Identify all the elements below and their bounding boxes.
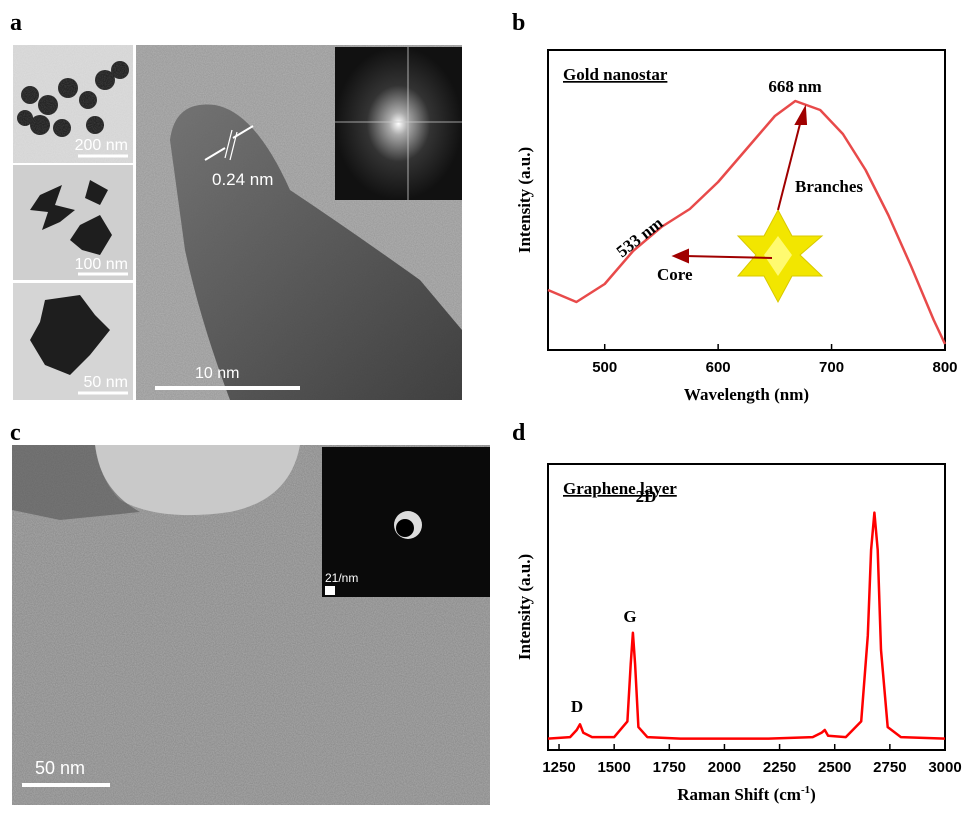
scale-label: 21/nm — [325, 571, 358, 585]
x-tick-label: 600 — [706, 359, 731, 376]
plot-frame — [548, 50, 945, 350]
annotation-title: Graphene layer — [563, 479, 677, 498]
panel-label: a — [10, 10, 22, 36]
x-tick-label: 500 — [592, 359, 617, 376]
tem-image-c — [12, 445, 490, 805]
annotation: Branches — [795, 177, 863, 196]
x-tick-label: 2750 — [873, 759, 906, 776]
hrtem-image — [136, 45, 462, 400]
tem-small-images — [13, 45, 133, 400]
y-axis-label: Intensity (a.u.) — [515, 554, 534, 660]
x-axis-label-sup: -1 — [801, 784, 810, 796]
x-tick-label: 1500 — [597, 759, 630, 776]
x-tick-label: 700 — [819, 359, 844, 376]
x-axis-label: Raman Shift (cm-1) — [677, 784, 816, 804]
panel-label: c — [10, 420, 21, 446]
x-axis-label-end: ) — [810, 785, 816, 804]
annotation: Core — [657, 265, 693, 284]
scale-label: 50 nm — [84, 374, 128, 391]
peak-label: G — [623, 607, 636, 626]
annotation: 533 nm — [613, 213, 667, 261]
x-tick-label: 2500 — [818, 759, 851, 776]
peak-label: D — [571, 697, 583, 716]
x-axis-label-main: Raman Shift (cm — [677, 785, 801, 804]
lattice-label: 0.24 nm — [212, 170, 273, 189]
panel-label: b — [512, 10, 525, 36]
x-axis-label: Wavelength (nm) — [684, 385, 809, 404]
figure: a b c d 200 nm 100 nm 50 nm 10 nm 0.24 nm 21/nm 50… — [0, 0, 962, 819]
x-tick-label: 800 — [932, 359, 957, 376]
scale-label: 10 nm — [195, 365, 239, 382]
scale-label: 100 nm — [75, 256, 128, 273]
scale-label: 200 nm — [75, 137, 128, 154]
x-tick-label: 2250 — [763, 759, 796, 776]
x-tick-label: 2000 — [708, 759, 741, 776]
nanostar-icon — [738, 210, 822, 302]
x-tick-label: 3000 — [928, 759, 961, 776]
y-axis-label: Intensity (a.u.) — [515, 147, 534, 253]
data-line — [548, 513, 945, 739]
peak-label: 2D — [636, 487, 657, 506]
x-tick-label: 1750 — [653, 759, 686, 776]
panel-label: d — [512, 420, 526, 446]
annotation: 668 nm — [768, 77, 821, 96]
scale-label: 50 nm — [35, 758, 85, 778]
x-tick-label: 1250 — [542, 759, 575, 776]
data-line — [548, 101, 945, 344]
annotation-title: Gold nanostar — [563, 65, 668, 84]
